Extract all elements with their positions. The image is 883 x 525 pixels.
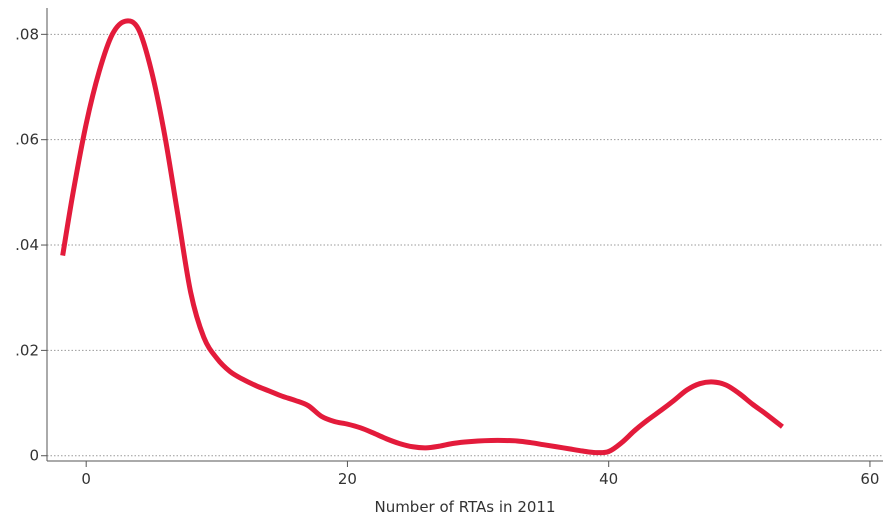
axes <box>46 8 883 462</box>
y-tick-label: .02 <box>15 341 39 359</box>
x-axis-label: Number of RTAs in 2011 <box>374 498 555 516</box>
y-tick-label: .08 <box>15 25 39 43</box>
gridlines <box>47 33 883 457</box>
y-tick-label: .04 <box>15 236 39 254</box>
y-ticks: 0 .02 .04 .06 .08 <box>15 25 47 465</box>
x-tick-label: 60 <box>860 470 879 488</box>
density-curve <box>60 18 784 456</box>
x-tick-label: 0 <box>81 470 91 488</box>
x-tick-label: 40 <box>599 470 618 488</box>
x-tick-label: 20 <box>338 470 357 488</box>
series <box>60 18 784 456</box>
y-tick-label: .06 <box>15 131 39 149</box>
y-tick-label: 0 <box>29 447 39 465</box>
x-ticks: 0 20 40 60 <box>81 461 879 488</box>
